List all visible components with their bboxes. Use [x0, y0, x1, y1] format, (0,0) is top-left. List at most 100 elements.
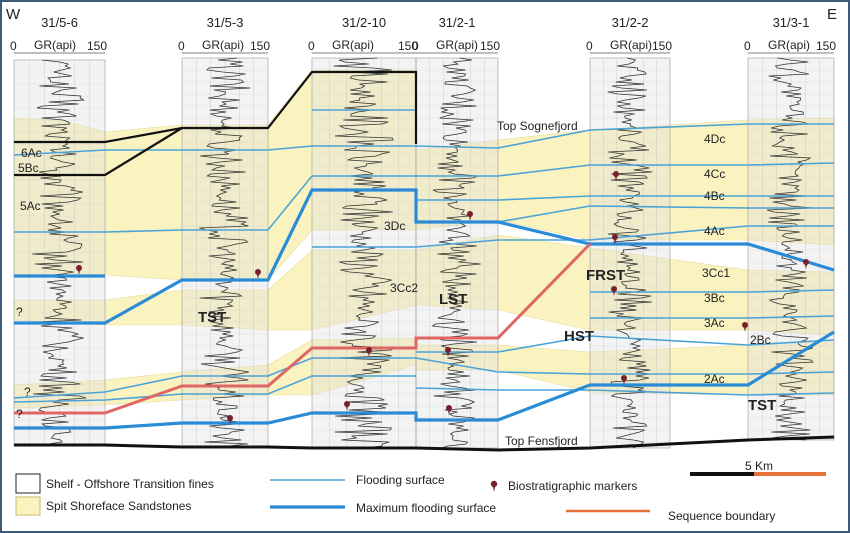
unit-label: 5Bc	[18, 161, 39, 175]
legend: Shelf - Offshore Transition fines Spit S…	[15, 473, 775, 523]
scale-label: GR(api)	[610, 38, 652, 52]
legend-markers-label: Biostratigraphic markers	[508, 479, 637, 493]
scale-label: GR(api)	[768, 38, 810, 52]
top-sognefjord-label: Top Sognefjord	[497, 119, 578, 133]
well-name: 31/2-2	[612, 15, 649, 30]
flooding-surface-line	[590, 315, 835, 319]
well-name: 31/2-1	[439, 15, 476, 30]
flooding-surface-line	[13, 123, 834, 156]
top-sognefjord-line	[14, 70, 418, 144]
unit-label: 4Dc	[704, 132, 725, 146]
systems-tract-label: LST	[439, 291, 467, 308]
top-fensfjord-line	[14, 435, 835, 452]
question-mark: ?	[16, 407, 23, 421]
biostratigraphic-marker	[803, 259, 809, 269]
unit-labels: 6Ac 5Bc 5Ac 4Dc 4Cc 4Bc 4Ac 3Dc 3Cc2 3Cc…	[18, 132, 771, 386]
top-sognefjord-line	[14, 127, 183, 177]
biostratigraphic-marker	[611, 286, 617, 296]
gamma-ray-trace	[766, 57, 814, 441]
uncertain-markers: ? ? ?	[16, 305, 31, 421]
biostratigraphic-marker	[613, 171, 619, 181]
legend-marker-swatch	[490, 480, 498, 492]
well-log-column	[311, 57, 417, 449]
scale-max: 150	[250, 39, 270, 53]
sequence-boundary-line	[14, 242, 592, 415]
well-log-column	[13, 59, 106, 447]
scale-bar-label: 5 Km	[745, 459, 773, 473]
well-name: 31/5-6	[41, 15, 78, 30]
unit-label: 3Bc	[704, 291, 725, 305]
scale-label: GR(api)	[436, 38, 478, 52]
biostratigraphic-marker	[467, 211, 473, 221]
scale-bar: 5 Km	[690, 459, 826, 476]
well-name: 31/3-1	[773, 15, 810, 30]
flooding-surface-line	[14, 162, 835, 233]
flooding-surface-line	[415, 387, 835, 396]
scale-min: 0	[178, 39, 185, 53]
sequence-boundaries	[14, 242, 592, 415]
flooding-surface-line	[416, 195, 834, 201]
unit-label: 3Cc2	[390, 281, 418, 295]
gamma-ray-trace	[607, 57, 653, 449]
well-log-column	[589, 57, 671, 449]
well-log-column	[181, 57, 269, 449]
west-label: W	[6, 6, 21, 23]
gamma-ray-trace	[199, 57, 251, 449]
biostratigraphic-marker	[446, 405, 452, 415]
biostratigraphic-marker	[366, 347, 372, 357]
gamma-ray-trace	[32, 59, 87, 447]
flooding-surface-line	[312, 225, 834, 248]
unit-label: 3Dc	[384, 219, 405, 233]
scale-min: 0	[412, 39, 419, 53]
unit-label: 2Bc	[750, 333, 771, 347]
systems-tract-labels: TST LST FRST HST TST	[198, 267, 776, 414]
top-fensfjord-label: Top Fensfjord	[505, 434, 578, 448]
unit-label: 4Ac	[704, 224, 725, 238]
biostratigraphic-marker	[255, 269, 261, 279]
scale-max: 150	[87, 39, 107, 53]
well-logs	[13, 57, 835, 449]
scale-min: 0	[586, 39, 593, 53]
biostratigraphic-marker	[742, 322, 748, 332]
well-name: 31/2-10	[342, 15, 386, 30]
unit-label: 4Cc	[704, 167, 725, 181]
legend-sequence-label: Sequence boundary	[668, 509, 775, 523]
scale-min: 0	[10, 39, 17, 53]
reference-horizons	[14, 70, 835, 452]
biostratigraphic-marker	[621, 375, 627, 385]
biostratigraphic-marker	[445, 347, 451, 357]
maximum-flooding-surface-line	[14, 330, 835, 430]
systems-tract-label: HST	[564, 328, 594, 345]
systems-tract-label: FRST	[586, 267, 625, 284]
scale-label: GR(api)	[34, 38, 76, 52]
flooding-surface-line	[13, 375, 416, 403]
scale-max: 150	[398, 39, 418, 53]
unit-label: 3Ac	[704, 316, 725, 330]
maximum-flooding-surfaces	[14, 188, 835, 430]
flooding-surfaces	[13, 109, 835, 403]
biostratigraphic-marker	[76, 265, 82, 275]
unit-label: 5Ac	[20, 199, 41, 213]
gamma-ray-trace	[431, 57, 481, 449]
legend-spit-swatch	[15, 496, 41, 516]
systems-tract-label: TST	[198, 309, 226, 326]
unit-label: 2Ac	[704, 372, 725, 386]
biostratigraphic-marker	[344, 401, 350, 411]
legend-spit-label: Spit Shoreface Sandstones	[46, 499, 191, 513]
legend-shelf-label: Shelf - Offshore Transition fines	[46, 477, 214, 491]
question-mark: ?	[24, 385, 31, 399]
well-log-column	[415, 57, 499, 449]
biostratigraphic-marker	[612, 234, 618, 244]
scale-min: 0	[308, 39, 315, 53]
question-mark: ?	[16, 305, 23, 319]
maximum-flooding-surface-line	[14, 188, 835, 325]
scale-min: 0	[744, 39, 751, 53]
biostratigraphic-markers	[76, 171, 809, 425]
scale-max: 150	[480, 39, 500, 53]
biostratigraphic-marker	[227, 415, 233, 425]
systems-tract-label: TST	[748, 397, 776, 414]
legend-max-flooding-label: Maximum flooding surface	[356, 501, 496, 515]
